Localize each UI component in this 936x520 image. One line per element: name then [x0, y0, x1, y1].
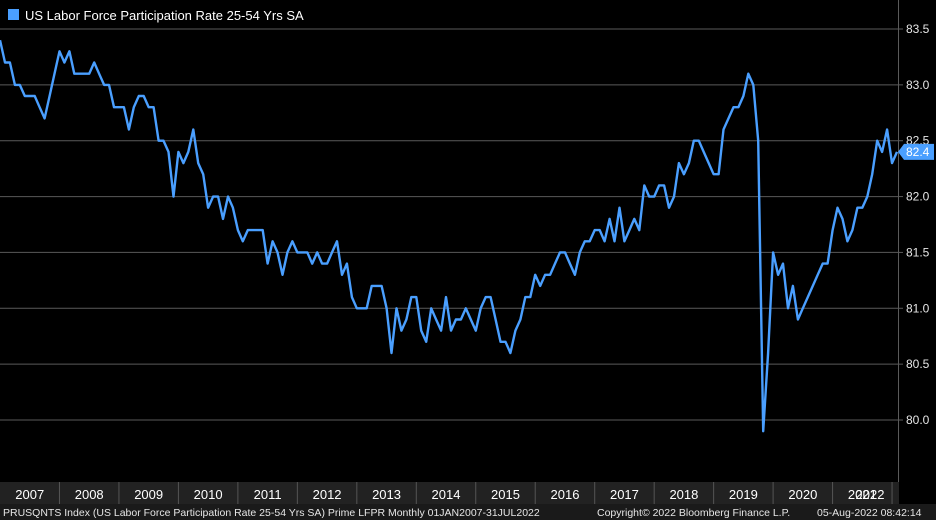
last-value-badge	[898, 143, 934, 160]
x-tick-label: 2021	[848, 487, 877, 502]
footer-timestamp: 05-Aug-2022 08:42:14	[817, 507, 922, 519]
legend: US Labor Force Participation Rate 25-54 …	[8, 8, 304, 23]
y-tick-label: 80.0	[906, 413, 930, 427]
x-tick-label: 2008	[75, 487, 104, 502]
x-tick-label: 2012	[313, 487, 342, 502]
x-tick-label: 2007	[15, 487, 44, 502]
gridlines	[0, 28, 898, 421]
last-value-label: 82.4	[906, 145, 930, 159]
footer-copyright: Copyright© 2022 Bloomberg Finance L.P.	[597, 507, 790, 519]
series-line	[0, 39, 899, 433]
x-tick-label: 2014	[432, 487, 461, 502]
last-value-marker: 82.4	[898, 143, 934, 160]
x-tick-label: 2019	[729, 487, 758, 502]
series-layer	[0, 39, 899, 433]
x-axis: 2007 2008 2009 2010 2011 2012 2013 2014 2015 2016…	[15, 482, 893, 504]
footer-index-text: PRUSQNTS Index (US Labor Force Participa…	[3, 507, 540, 519]
x-tick-label: 2010	[194, 487, 223, 502]
y-tick-label: 83.0	[906, 78, 930, 92]
legend-swatch	[8, 9, 19, 20]
x-tick-label: 2017	[610, 487, 639, 502]
x-tick-label: 2016	[551, 487, 580, 502]
x-tick-label: 2013	[372, 487, 401, 502]
y-tick-label: 81.5	[906, 245, 930, 259]
x-tick-label: 2009	[134, 487, 163, 502]
x-tick-label: 2022	[856, 487, 885, 502]
y-tick-label: 82.0	[906, 190, 930, 204]
y-axis: 80.080.581.081.582.082.583.083.5	[898, 22, 930, 427]
y-tick-label: 81.0	[906, 301, 930, 315]
x-tick-label: 2018	[669, 487, 698, 502]
y-tick-label: 83.5	[906, 22, 930, 36]
x-axis-band	[0, 482, 899, 504]
x-tick-label: 2020	[788, 487, 817, 502]
legend-entry: US Labor Force Participation Rate 25-54 …	[25, 8, 304, 23]
y-tick-label: 80.5	[906, 357, 930, 371]
x-tick-label: 2011	[254, 487, 282, 502]
footer-bar	[0, 504, 936, 520]
x-tick-label: 2015	[491, 487, 520, 502]
